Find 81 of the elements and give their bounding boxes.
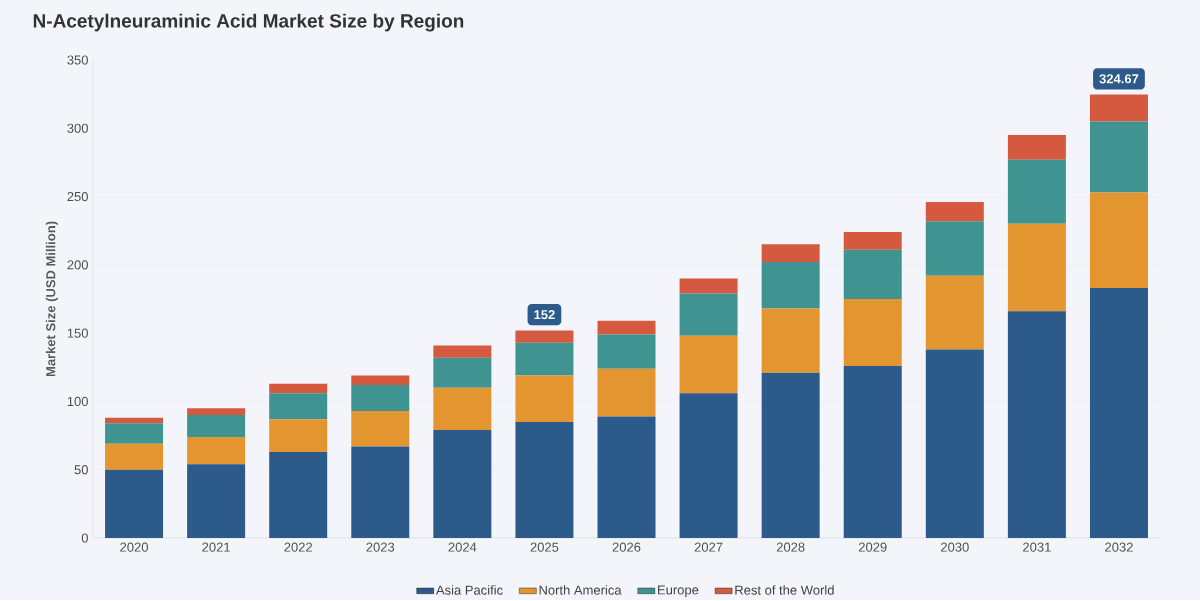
legend-label: Rest of the World (735, 585, 834, 595)
bar (843, 366, 902, 539)
x-tick-label: 2025 (530, 542, 559, 552)
bar (105, 469, 164, 539)
bar (433, 357, 492, 388)
bar (515, 330, 574, 343)
bar (187, 408, 246, 416)
bar (925, 221, 984, 276)
y-tick-label: 250 (67, 192, 88, 202)
legend-label: Europe (658, 585, 699, 598)
bar (925, 202, 984, 222)
bar (761, 262, 820, 309)
y-tick-label: 100 (67, 397, 88, 407)
y-tick-label: 350 (67, 55, 88, 65)
bar (187, 437, 246, 465)
bar (351, 385, 410, 412)
bar (351, 411, 410, 447)
x-tick-label: 2024 (448, 542, 477, 552)
bar (105, 418, 164, 424)
y-tick-label: 300 (67, 123, 88, 134)
bar (843, 232, 902, 251)
bar (433, 345, 492, 358)
x-tick-label: 2021 (202, 542, 230, 552)
bar (351, 375, 410, 386)
x-tick-label: 2030 (941, 542, 969, 552)
legend-label: North America (539, 585, 622, 595)
bar (1089, 121, 1148, 193)
bar (761, 372, 820, 539)
bar (515, 375, 574, 423)
bar (679, 293, 738, 337)
y-tick-label: 200 (67, 260, 88, 270)
x-tick-label: 2023 (366, 542, 395, 552)
chart-title: N-Acetylneuraminic Acid Market Size by Region (33, 13, 464, 32)
bar (843, 299, 902, 367)
x-tick-label: 2027 (694, 542, 723, 552)
bar (515, 422, 574, 539)
legend-label: Asia Pacific (435, 585, 503, 595)
total-label: 324.67 (1099, 74, 1139, 84)
total-label: 152 (534, 310, 555, 320)
bar (679, 336, 738, 394)
bar (269, 419, 328, 453)
x-tick-label: 2028 (776, 542, 805, 552)
bar (105, 443, 164, 470)
bar (679, 278, 738, 294)
x-tick-label: 2026 (612, 542, 641, 552)
bar (597, 321, 656, 335)
bar (597, 416, 656, 539)
x-tick-label: 2029 (858, 542, 887, 552)
bar (1007, 159, 1066, 225)
bar (515, 342, 574, 376)
x-tick-label: 2032 (1105, 542, 1133, 552)
y-tick-label: 150 (67, 328, 88, 338)
bar (1007, 224, 1066, 312)
bar (597, 368, 656, 417)
bar (351, 446, 410, 539)
x-tick-label: 2022 (284, 542, 312, 552)
bar (269, 393, 328, 420)
bar (925, 275, 984, 350)
bar (105, 423, 164, 444)
bar (843, 250, 902, 300)
bar (1007, 135, 1066, 160)
bar (761, 308, 820, 373)
x-tick-label: 2031 (1023, 542, 1051, 552)
y-axis-title: Market Size (USD Million) (45, 221, 58, 377)
bar (269, 452, 328, 539)
bar (1089, 192, 1148, 289)
y-tick-label: 50 (74, 465, 88, 475)
bar (269, 383, 328, 394)
bar (433, 430, 492, 539)
bar (925, 349, 984, 539)
x-tick-label: 2020 (120, 542, 148, 552)
bar (679, 393, 738, 539)
bar (1089, 94, 1148, 122)
bar (433, 387, 492, 431)
y-tick-label: 0 (81, 533, 88, 543)
bar (1007, 311, 1066, 539)
bar (761, 244, 820, 263)
bar (1089, 288, 1148, 539)
bar (187, 464, 246, 539)
bar (187, 415, 246, 438)
bar (597, 334, 656, 369)
